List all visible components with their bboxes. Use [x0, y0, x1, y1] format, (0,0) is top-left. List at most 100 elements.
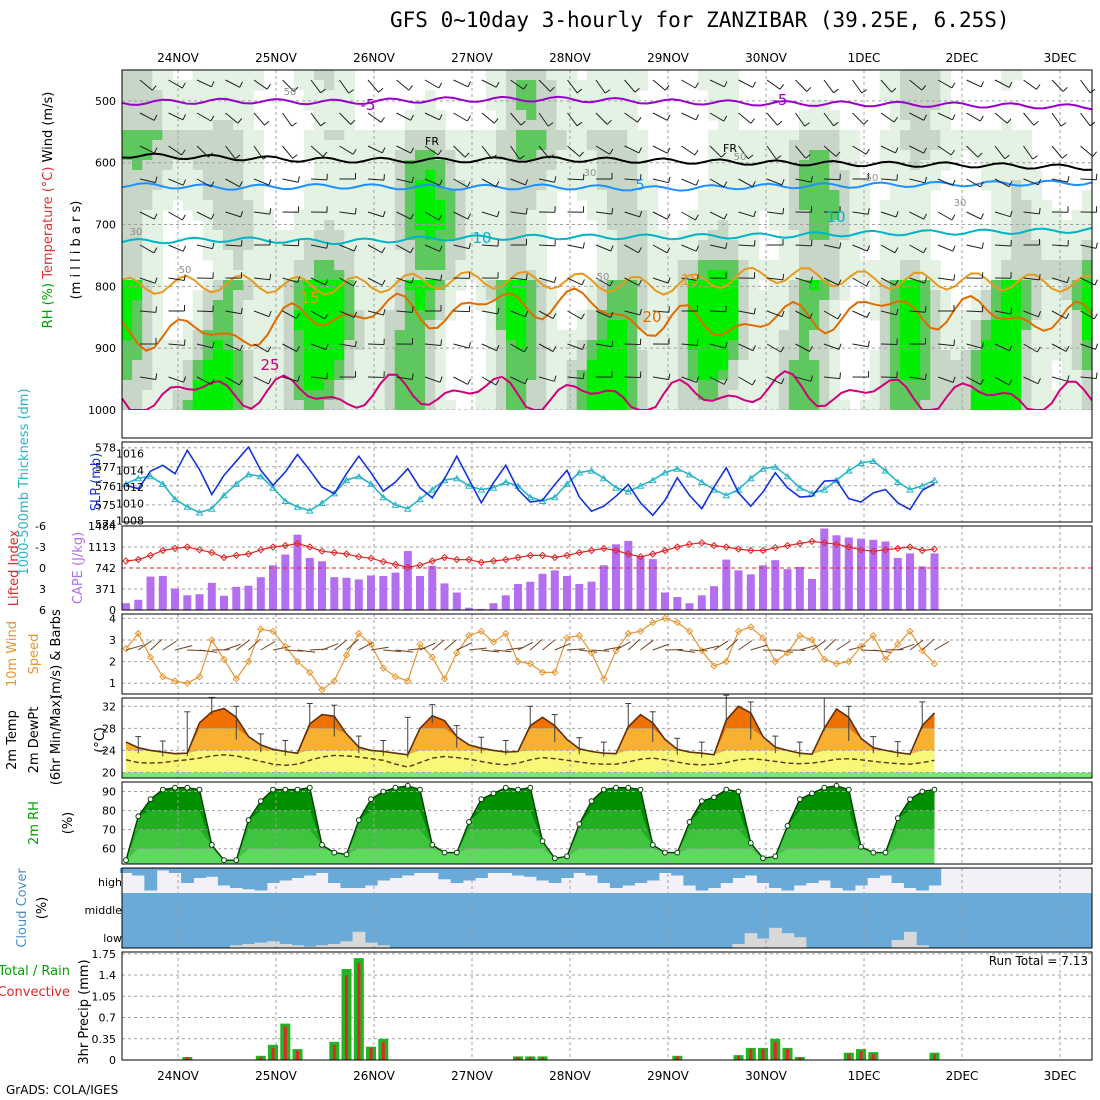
rh-shade-cell	[415, 250, 426, 261]
rh-shade-cell	[374, 280, 386, 291]
rh-shade-cell	[253, 380, 265, 391]
rh-shade-cell	[243, 320, 254, 331]
rh-shade-cell	[596, 160, 608, 171]
li-marker	[587, 546, 596, 555]
rh-shade-cell	[1071, 220, 1083, 231]
rh-shade-cell	[364, 290, 376, 301]
rh-shade-cell	[799, 180, 810, 191]
wind-barb-feather	[980, 213, 984, 220]
rh-shade-cell	[576, 400, 588, 411]
rh-shade-cell	[122, 300, 133, 311]
wind-barb	[823, 112, 834, 127]
rh-shade-cell	[657, 400, 669, 411]
rh-shade-cell	[607, 160, 618, 171]
rh-shade-cell	[1041, 200, 1053, 211]
wind-barb	[339, 211, 356, 215]
rh-shade-cell	[212, 90, 224, 101]
rh-shade-cell	[334, 390, 345, 401]
rh-shade-cell	[809, 230, 820, 241]
rh-shade-cell	[829, 330, 840, 341]
rh-shade-cell	[1061, 330, 1073, 341]
rh-shade-cell	[829, 270, 840, 281]
cape-bar	[220, 595, 228, 610]
rh-shade-cell	[212, 180, 224, 191]
rh-shade-cell	[748, 240, 760, 251]
rh-shade-cell	[212, 160, 224, 171]
rh-shade-cell	[950, 310, 962, 321]
rh-shade-cell	[1001, 80, 1012, 91]
rh-shade-cell	[404, 220, 416, 231]
rh-shade-cell	[445, 310, 456, 321]
rh-shade-cell	[404, 170, 416, 181]
wind-barb-feather	[867, 208, 870, 215]
rh-shade-cell	[485, 380, 497, 391]
wind-barb-feather	[723, 378, 728, 385]
rh-shade-cell	[293, 320, 305, 331]
rh-shade-cell	[1021, 140, 1032, 151]
rh-shade-cell	[455, 180, 467, 191]
wind-barb-feather	[806, 86, 812, 92]
rh-shade-cell	[334, 150, 345, 161]
wind-barb	[253, 376, 269, 385]
rh-shade-cell	[223, 90, 234, 101]
rh-shade-cell	[637, 250, 648, 261]
cloud-high-bar	[144, 868, 158, 891]
rh-shade-cell	[142, 400, 153, 411]
rh-shade-cell	[647, 320, 659, 331]
rh-shade-cell	[728, 270, 739, 281]
wind-barb	[282, 310, 297, 320]
rh-shade-cell	[1051, 300, 1063, 311]
rh-shade-cell	[344, 220, 355, 231]
rh-shade-cell	[647, 260, 659, 271]
rh-shade-cell	[920, 130, 931, 141]
rh-shade-cell	[354, 200, 366, 211]
rh-shade-cell	[324, 380, 335, 391]
rh-shade-cell	[809, 310, 820, 321]
rh-contour-label: 50	[734, 152, 747, 163]
wind-barb-feather	[439, 245, 443, 252]
rh-shade-cell	[1021, 380, 1032, 391]
rh-shade-cell	[394, 350, 406, 361]
rh-shade-cell	[142, 110, 153, 121]
rh-shade-cell	[455, 280, 467, 291]
li-marker	[355, 553, 363, 561]
li-marker	[281, 541, 290, 550]
rh-shade-cell	[223, 220, 234, 231]
rh2m-marker	[588, 798, 595, 804]
rh-shade-cell	[637, 260, 648, 271]
rh-shade-cell	[607, 110, 618, 121]
wind-speed-marker	[514, 657, 522, 666]
rh-shade-cell	[970, 360, 982, 371]
rh-shade-cell	[829, 160, 840, 171]
wind-barb-10m	[701, 645, 720, 651]
rh-shade-cell	[879, 170, 891, 181]
wind-barb	[1080, 79, 1091, 94]
cloud-low-bar	[891, 939, 905, 948]
rh-shade-cell	[940, 100, 952, 111]
cloud-high-bar	[609, 868, 623, 888]
cape-bar	[244, 585, 253, 610]
wind-barb	[1051, 145, 1063, 159]
wind-barb-feather	[951, 214, 956, 221]
cape-ylabel: CAPE (J/kg)	[71, 532, 86, 604]
wind-barb	[424, 211, 440, 221]
rh2m-marker	[417, 786, 423, 793]
rh-shade-cell	[212, 70, 224, 81]
li-marker	[734, 545, 743, 553]
rh-shade-cell	[900, 130, 911, 141]
rh-shade-cell	[637, 320, 648, 331]
rh-shade-cell	[586, 110, 598, 121]
rh-shade-cell	[758, 190, 770, 201]
wind-speed-marker	[551, 668, 559, 677]
rh-shade-cell	[516, 330, 527, 341]
rh-shade-cell	[617, 90, 628, 101]
rh-shade-cell	[930, 330, 941, 341]
rh-shade-cell	[1051, 320, 1063, 331]
rh-shade-cell	[1061, 270, 1073, 281]
rh-shade-cell	[394, 270, 406, 281]
rh2m-tick-label: 90	[102, 786, 116, 799]
wind-barb	[196, 244, 213, 250]
rh-shade-cell	[596, 390, 608, 401]
rh-shade-cell	[728, 340, 739, 351]
rh-shade-cell	[233, 70, 244, 81]
